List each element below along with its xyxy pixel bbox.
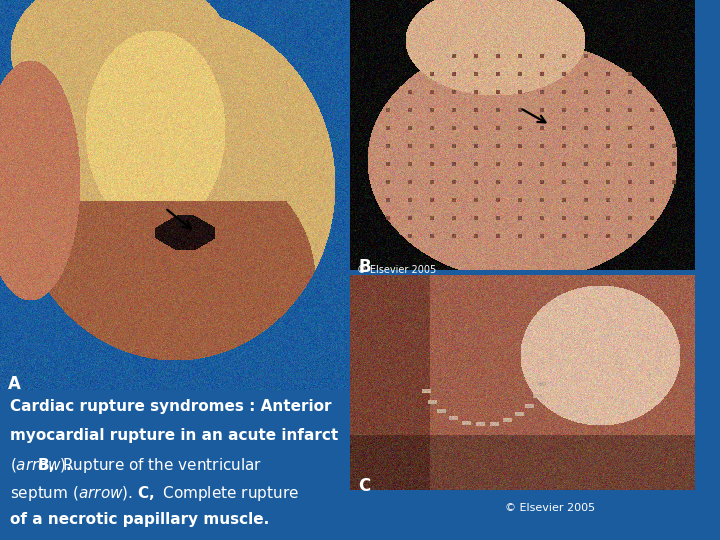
Text: of a necrotic papillary muscle.: of a necrotic papillary muscle.: [10, 512, 270, 527]
Text: $\it{(arrow)}$.: $\it{(arrow)}$.: [10, 456, 74, 474]
Text: myocardial rupture in an acute infarct: myocardial rupture in an acute infarct: [10, 428, 338, 442]
Text: Cardiac rupture syndromes : Anterior: Cardiac rupture syndromes : Anterior: [10, 400, 332, 414]
Text: $\bf{B,}$ Rupture of the ventricular: $\bf{B,}$ Rupture of the ventricular: [37, 456, 262, 475]
Text: © Elsevier 2005: © Elsevier 2005: [357, 265, 436, 275]
Text: A: A: [8, 375, 21, 393]
Text: septum $\it{(arrow)}$. $\bf{C,}$ Complete rupture: septum $\it{(arrow)}$. $\bf{C,}$ Complet…: [10, 484, 300, 503]
Text: © Elsevier 2005: © Elsevier 2005: [505, 503, 595, 514]
Text: B: B: [358, 258, 371, 276]
Text: C: C: [358, 477, 370, 495]
